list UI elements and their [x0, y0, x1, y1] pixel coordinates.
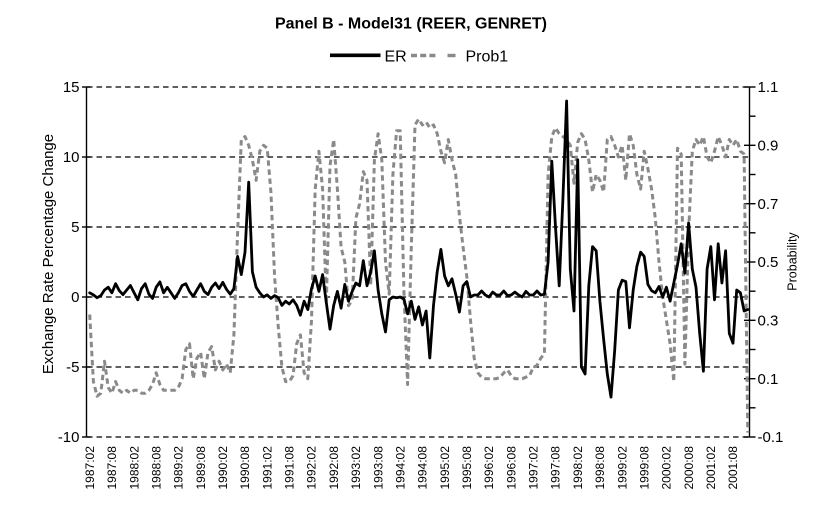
svg-text:1991:08: 1991:08 [283, 446, 297, 490]
svg-text:-10: -10 [58, 429, 80, 446]
svg-text:1989:02: 1989:02 [172, 446, 186, 490]
svg-text:0.1: 0.1 [758, 371, 779, 388]
svg-text:0.3: 0.3 [758, 313, 779, 330]
svg-text:1998:08: 1998:08 [593, 446, 607, 490]
svg-text:1987:02: 1987:02 [83, 446, 97, 490]
svg-text:1996:02: 1996:02 [482, 446, 496, 490]
svg-text:2000:08: 2000:08 [682, 446, 696, 490]
svg-text:2000:02: 2000:02 [660, 446, 674, 490]
svg-text:-0.1: -0.1 [758, 429, 784, 446]
svg-text:0.5: 0.5 [758, 254, 779, 271]
svg-text:1995:08: 1995:08 [460, 446, 474, 490]
svg-text:1989:08: 1989:08 [194, 446, 208, 490]
svg-text:0: 0 [71, 289, 79, 306]
svg-text:2001:08: 2001:08 [726, 446, 740, 490]
svg-text:10: 10 [63, 149, 80, 166]
svg-text:1991:02: 1991:02 [260, 446, 274, 490]
svg-text:0.9: 0.9 [758, 138, 779, 155]
svg-text:1987:08: 1987:08 [105, 446, 119, 490]
svg-text:1997:08: 1997:08 [549, 446, 563, 490]
svg-text:1990:02: 1990:02 [216, 446, 230, 490]
svg-text:1992:02: 1992:02 [305, 446, 319, 490]
svg-text:1990:08: 1990:08 [238, 446, 252, 490]
svg-text:-5: -5 [66, 359, 79, 376]
svg-text:1993:08: 1993:08 [371, 446, 385, 490]
svg-text:1994:02: 1994:02 [393, 446, 407, 490]
svg-text:1998:02: 1998:02 [571, 446, 585, 490]
svg-text:ER: ER [385, 49, 407, 66]
svg-text:0.7: 0.7 [758, 196, 779, 213]
svg-text:1988:08: 1988:08 [149, 446, 163, 490]
svg-text:Exchange Rate Percentage Chang: Exchange Rate Percentage Change [40, 134, 57, 374]
svg-text:1999:08: 1999:08 [638, 446, 652, 490]
svg-text:15: 15 [63, 79, 80, 96]
svg-text:1999:02: 1999:02 [615, 446, 629, 490]
svg-text:5: 5 [71, 219, 79, 236]
svg-text:1994:08: 1994:08 [416, 446, 430, 490]
svg-text:1997:02: 1997:02 [527, 446, 541, 490]
svg-text:Panel B - Model31 (REER, GENRE: Panel B - Model31 (REER, GENRET) [275, 16, 547, 33]
svg-text:Prob1: Prob1 [466, 49, 509, 66]
svg-text:1995:02: 1995:02 [438, 446, 452, 490]
svg-text:1988:02: 1988:02 [127, 446, 141, 490]
svg-text:1.1: 1.1 [758, 79, 779, 96]
svg-text:1996:08: 1996:08 [504, 446, 518, 490]
svg-text:1992:08: 1992:08 [327, 446, 341, 490]
svg-text:Probability: Probability [786, 232, 800, 291]
svg-text:1993:02: 1993:02 [349, 446, 363, 490]
svg-text:2001:02: 2001:02 [704, 446, 718, 490]
